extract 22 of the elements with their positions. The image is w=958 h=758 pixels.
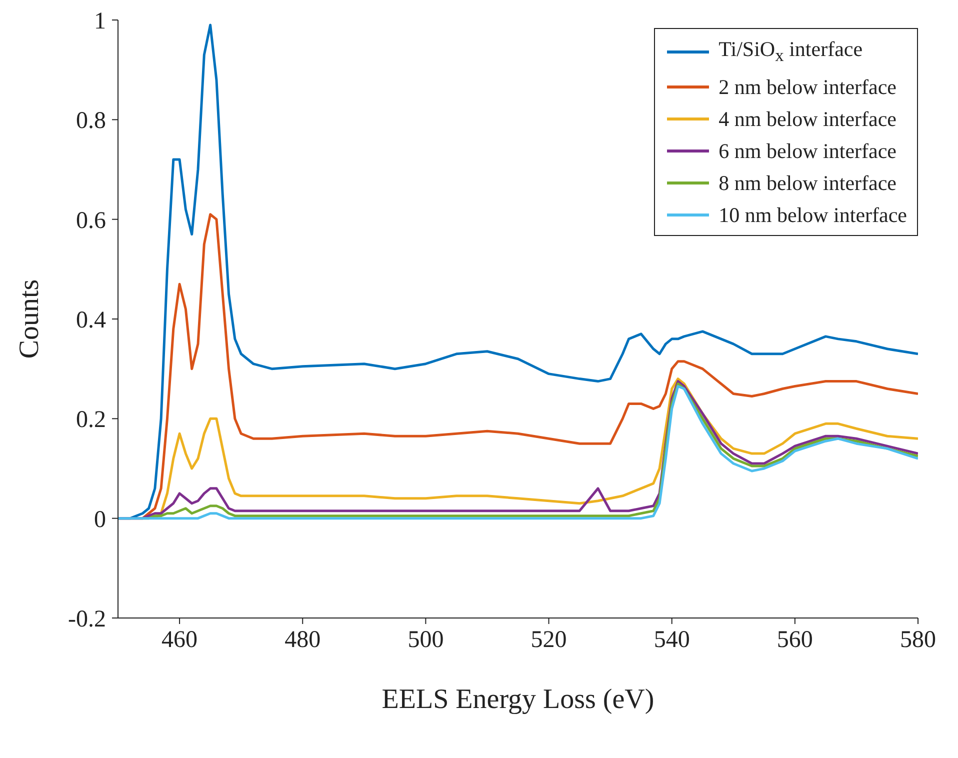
y-tick-label: 0.6	[76, 208, 106, 234]
y-tick-label: 0	[94, 506, 106, 533]
y-axis-title: Counts	[14, 279, 45, 359]
x-tick-label: 520	[530, 627, 567, 654]
y-tick-label: 0.2	[76, 407, 106, 434]
legend-label: 8 nm below interface	[718, 170, 896, 198]
x-tick-label: 560	[776, 627, 813, 654]
y-tick-label: -0.2	[68, 606, 106, 633]
x-tick-label: 480	[284, 627, 321, 654]
legend-label: 2 nm below interface	[718, 74, 896, 102]
y-tick-label: 0.8	[76, 108, 106, 134]
y-tick-label: 1	[94, 8, 106, 35]
legend-label: 6 nm below interface	[718, 138, 896, 166]
x-tick-label: 540	[654, 627, 690, 654]
x-tick-label: 500	[408, 627, 444, 654]
legend-label: Ti/SiO$_{x}$ interface	[718, 36, 863, 68]
x-tick-label: 460	[162, 627, 198, 654]
y-tick-label: 0.4	[76, 308, 106, 334]
x-tick-label: 580	[900, 627, 936, 654]
x-axis-title: EELS Energy Loss (eV)	[382, 684, 654, 715]
legend-label: 10 nm below interface	[718, 202, 907, 230]
legend-label: 4 nm below interface	[718, 106, 896, 134]
